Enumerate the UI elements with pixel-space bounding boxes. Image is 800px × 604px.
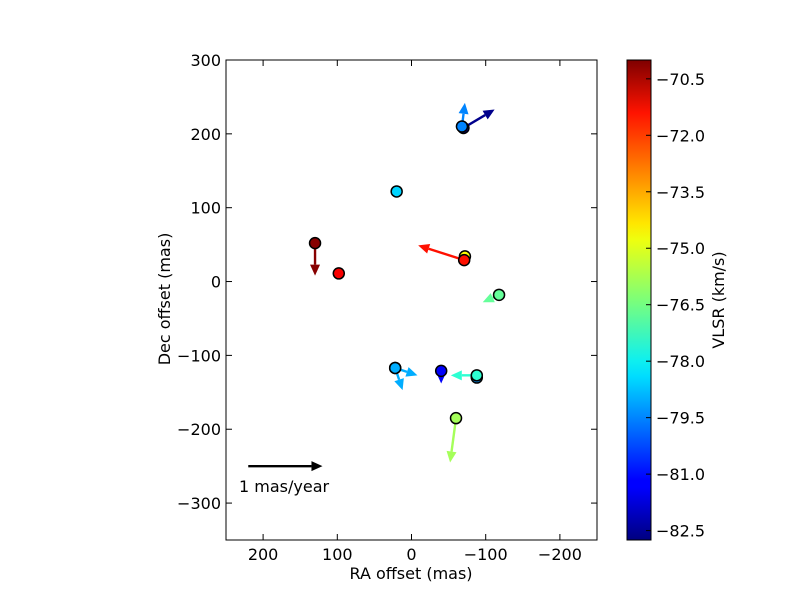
maser-spot bbox=[332, 267, 346, 280]
axes: 200 100 0 −100 −200 300 200 100 0 −100 −200 −300 bbox=[177, 51, 598, 564]
colorbar-tick-label: −72.0 bbox=[656, 126, 705, 145]
scale-arrow bbox=[248, 461, 323, 472]
maser-spot bbox=[388, 361, 402, 375]
scale-arrow-label: 1 mas/year bbox=[239, 477, 330, 496]
maser-spot bbox=[449, 411, 463, 425]
plot-frame bbox=[225, 59, 598, 541]
colorbar-tick-label: −73.5 bbox=[656, 183, 705, 202]
colorbar-tick-label: −82.5 bbox=[656, 522, 705, 541]
y-tick-label: 100 bbox=[190, 199, 221, 218]
x-tick-label: 200 bbox=[248, 545, 279, 564]
y-tick-label: −100 bbox=[177, 346, 221, 365]
maser-spot bbox=[492, 288, 506, 302]
y-tick-label: 200 bbox=[190, 125, 221, 144]
y-tick-label: −200 bbox=[177, 420, 221, 439]
maser-spot bbox=[434, 364, 448, 378]
x-axis-label: RA offset (mas) bbox=[349, 564, 472, 583]
colorbar-frame bbox=[626, 59, 652, 541]
colorbar: −70.5 −72.0 −73.5 −75.0 −76.5 −78.0 −79.5 −81.0… bbox=[626, 59, 705, 541]
x-tick-label: 0 bbox=[406, 545, 416, 564]
y-tick-label: 300 bbox=[190, 51, 221, 70]
y-tick-label: −300 bbox=[177, 494, 221, 513]
colorbar-tick-label: −81.0 bbox=[656, 465, 705, 484]
maser-spot bbox=[455, 120, 469, 133]
colorbar-tick-label: −76.5 bbox=[656, 296, 705, 315]
plot-area bbox=[248, 102, 506, 472]
colorbar-tick-label: −75.0 bbox=[656, 239, 705, 258]
colorbar-tick-label: −70.5 bbox=[656, 70, 705, 89]
maser-spot bbox=[470, 369, 484, 382]
maser-spot bbox=[390, 185, 403, 198]
x-tick-label: −100 bbox=[464, 545, 508, 564]
proper-motion-arrow bbox=[418, 243, 465, 262]
maser-spot bbox=[308, 236, 322, 250]
proper-motion-arrow bbox=[446, 417, 458, 463]
x-tick-label: −200 bbox=[538, 545, 582, 564]
maser-spot bbox=[457, 253, 471, 267]
colorbar-label: VLSR (km/s) bbox=[709, 251, 728, 348]
y-tick-label: 0 bbox=[211, 273, 221, 292]
colorbar-gradient bbox=[627, 60, 651, 540]
y-axis-label: Dec offset (mas) bbox=[155, 233, 174, 366]
x-tick-label: 100 bbox=[322, 545, 353, 564]
colorbar-tick-label: −79.5 bbox=[656, 409, 705, 428]
colorbar-tick-label: −78.0 bbox=[656, 352, 705, 371]
